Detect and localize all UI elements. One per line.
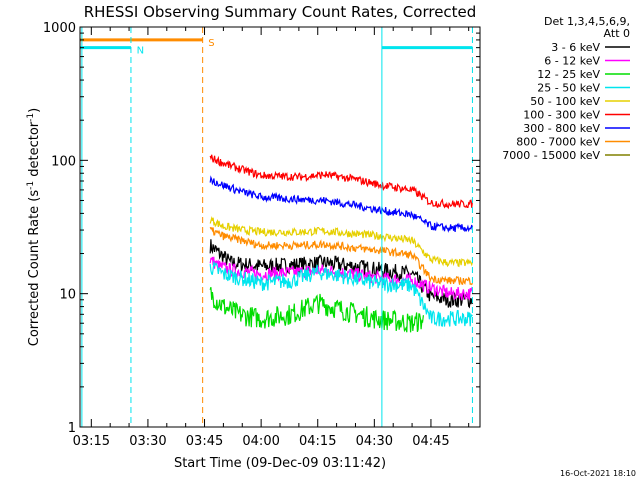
footer-timestamp: 16-Oct-2021 18:10 (560, 469, 636, 478)
x-tick-label-0: 03:15 (73, 434, 110, 449)
chart-title: RHESSI Observing Summary Count Rates, Co… (84, 3, 477, 21)
x-tick-label-3: 04:00 (242, 434, 279, 449)
y-axis-label-main: Corrected Count Rate (s (27, 190, 42, 347)
y-axis-label: Corrected Count Rate (s-1 detector-1) (26, 108, 42, 346)
legend-label-8: 7000 - 15000 keV (502, 149, 600, 162)
x-tick-label-4: 04:15 (299, 434, 336, 449)
y-tick-label-2: 100 (51, 154, 76, 169)
vline-layer (81, 27, 473, 427)
series-line-6 (209, 175, 474, 233)
legend-label-7: 800 - 7000 keV (516, 136, 600, 149)
legend-label-6: 300 - 800 keV (523, 122, 600, 135)
series-line-4 (209, 215, 474, 268)
axis-layer: 03:15 03:30 03:45 04:00 04:15 04:30 04:45 1 10 10… (43, 21, 480, 449)
legend-header-line-1: Det 1,3,4,5,6,9, (544, 15, 630, 28)
flag-label-n: N (137, 46, 144, 57)
y-tick-label-0: 1 (68, 421, 76, 436)
legend-label-0: 3 - 6 keV (551, 41, 600, 54)
legend-label-3: 25 - 50 keV (537, 82, 600, 95)
x-axis-label: Start Time (09-Dec-09 03:11:42) (174, 456, 386, 471)
series-line-7 (209, 226, 473, 286)
series-line-1 (209, 256, 474, 301)
y-axis-label-mid: detector (27, 121, 42, 181)
y-tick-label-3: 1000 (43, 21, 76, 36)
legend-header-line-2: Att 0 (604, 27, 630, 40)
series-layer (209, 154, 474, 333)
y-axis-label-end: ) (27, 108, 42, 113)
x-tick-label-6: 04:45 (412, 434, 449, 449)
x-tick-label-2: 03:45 (186, 434, 223, 449)
flag-label-s: S (208, 38, 214, 49)
x-tick-label-5: 04:30 (356, 434, 393, 449)
series-line-2 (209, 286, 424, 333)
legend-label-5: 100 - 300 keV (523, 109, 600, 122)
y-axis-label-sup2: -1 (26, 113, 36, 122)
y-tick-label-1: 10 (59, 288, 76, 303)
legend-label-4: 50 - 100 keV (530, 95, 600, 108)
legend-label-2: 12 - 25 keV (537, 68, 600, 81)
plot-frame (79, 26, 481, 428)
x-tick-label-1: 03:30 (129, 434, 166, 449)
series-line-3 (209, 261, 473, 327)
y-axis-label-sup1: -1 (26, 181, 36, 190)
flag-layer: NS (80, 38, 473, 57)
legend-label-1: 6 - 12 keV (544, 55, 600, 68)
series-line-5 (209, 154, 474, 210)
